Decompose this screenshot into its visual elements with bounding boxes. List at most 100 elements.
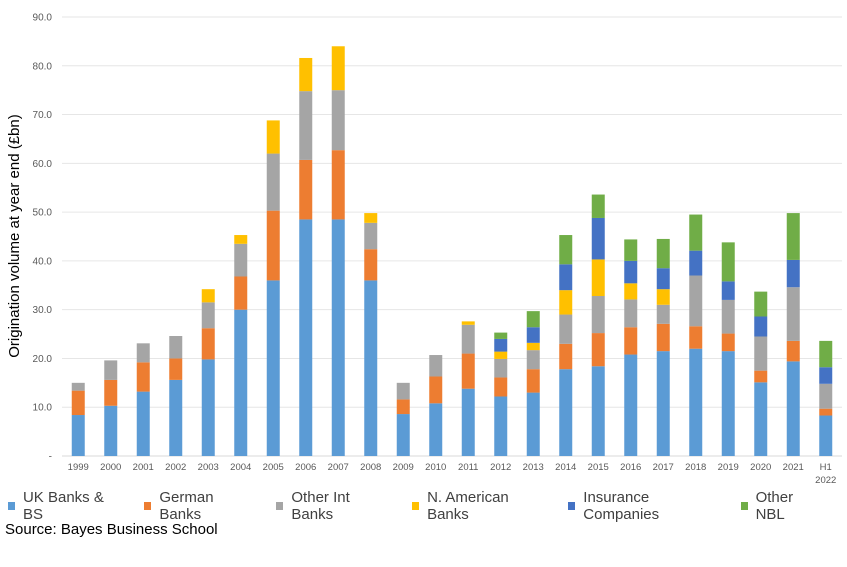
bar-stack [104, 360, 118, 456]
bar-segment-german-banks [136, 362, 150, 392]
bar-segment-uk-banks-bs [819, 415, 833, 456]
legend-swatch [412, 502, 420, 510]
bar-segment-german-banks [786, 340, 800, 362]
bar-segment-insurance-companies [819, 367, 833, 384]
bar-segment-other-int-banks [331, 90, 345, 151]
bar-segment-other-int-banks [526, 350, 540, 370]
bar-segment-other-int-banks [169, 336, 183, 359]
bar-segment-n-american-banks [201, 289, 215, 303]
bar-segment-german-banks [169, 358, 183, 380]
x-tick-label: 2015 [588, 462, 609, 473]
bar-segment-uk-banks-bs [591, 366, 605, 456]
bar-segment-other-nbl [754, 291, 768, 317]
bar-stack [71, 382, 85, 456]
bar-segment-other-nbl [559, 235, 573, 265]
bar-segment-uk-banks-bs [656, 351, 670, 456]
bar-segment-other-nbl [689, 214, 703, 251]
bar-segment-insurance-companies [656, 268, 670, 290]
bar-segment-other-int-banks [71, 382, 85, 391]
y-tick-label: 30.0 [33, 305, 53, 316]
bar-stack [136, 343, 150, 456]
bar-stack [364, 213, 378, 456]
bar-stack [721, 242, 735, 456]
legend-swatch [144, 502, 152, 510]
bar-segment-uk-banks-bs [559, 369, 573, 456]
bar-segment-n-american-banks [494, 351, 508, 359]
bar-segment-other-nbl [786, 213, 800, 260]
bar-segment-german-banks [656, 323, 670, 352]
bar-segment-german-banks [429, 376, 443, 404]
bar-stack [266, 120, 280, 456]
bar-stack [559, 235, 573, 456]
y-tick-label: 70.0 [33, 110, 53, 121]
bar-segment-german-banks [396, 399, 410, 415]
x-tick-label: 2008 [360, 462, 381, 473]
bar-segment-uk-banks-bs [169, 379, 183, 456]
stacked-bar-chart: - 10.0 20.0 30.0 40.0 50.0 60.0 70.0 80.0 90.0 19… [6, 13, 842, 486]
bar-segment-n-american-banks [559, 290, 573, 315]
x-tick-label: 2006 [295, 462, 316, 473]
legend-swatch [8, 502, 15, 510]
x-tick-label: 1999 [68, 462, 89, 473]
x-tick-label: 2014 [555, 462, 576, 473]
bar-segment-other-nbl [656, 238, 670, 269]
x-tick-label: 2009 [393, 462, 414, 473]
bar-segment-n-american-banks [234, 235, 248, 244]
legend-label: N. American Banks [427, 489, 509, 523]
x-tick-label: 2012 [490, 462, 511, 473]
bar-segment-other-int-banks [429, 355, 443, 377]
bar-segment-uk-banks-bs [429, 403, 443, 456]
bar-stack [461, 321, 475, 456]
bar-segment-german-banks [364, 249, 378, 281]
bar-segment-uk-banks-bs [136, 391, 150, 456]
bar-segment-uk-banks-bs [624, 354, 638, 456]
x-tick-label: 2013 [523, 462, 544, 473]
bar-segment-uk-banks-bs [494, 396, 508, 456]
x-tick-label: 2020 [750, 462, 771, 473]
x-tick-label: 2001 [133, 462, 154, 473]
bar-segment-insurance-companies [559, 264, 573, 291]
bar-stack [494, 332, 508, 456]
legend-label: Other Int Banks [291, 489, 350, 523]
y-tick-label: 90.0 [33, 13, 53, 24]
x-axis-ticks: 1999 2000 2001 2002 2003 2004 2005 2006 2007 2008… [68, 462, 837, 486]
bar-stack [591, 194, 605, 456]
bar-stack [624, 239, 638, 456]
bar-segment-n-american-banks [299, 57, 313, 92]
bar-segment-uk-banks-bs [396, 414, 410, 456]
bar-segment-other-int-banks [364, 222, 378, 250]
x-tick-label: 2019 [718, 462, 739, 473]
bar-segment-uk-banks-bs [364, 280, 378, 456]
bar-segment-uk-banks-bs [299, 219, 313, 456]
legend-item: N. American Banks [412, 489, 538, 523]
source-note: Source: Bayes Business School [5, 521, 218, 538]
bar-segment-german-banks [754, 370, 768, 383]
bar-segment-other-int-banks [299, 91, 313, 160]
bar-segment-other-int-banks [656, 304, 670, 324]
bar-segment-uk-banks-bs [331, 219, 345, 456]
x-tick-label: 2003 [198, 462, 219, 473]
y-tick-label: 10.0 [33, 403, 53, 414]
y-tick-label: 40.0 [33, 256, 53, 267]
bar-segment-german-banks [331, 150, 345, 220]
y-axis-ticks: - 10.0 20.0 30.0 40.0 50.0 60.0 70.0 80.0 90.0 [33, 13, 53, 463]
legend-swatch [568, 502, 576, 510]
bar-segment-other-nbl [721, 242, 735, 282]
bar-segment-uk-banks-bs [266, 280, 280, 456]
legend-item: Other Int Banks [276, 489, 382, 523]
bars [71, 46, 833, 456]
x-tick-label: 2021 [783, 462, 804, 473]
x-tick-label: 2005 [263, 462, 284, 473]
bar-segment-uk-banks-bs [461, 388, 475, 456]
bar-segment-other-nbl [591, 194, 605, 218]
bar-segment-german-banks [689, 326, 703, 349]
bar-segment-other-int-banks [624, 299, 638, 328]
bar-stack [299, 57, 313, 456]
bar-segment-insurance-companies [754, 316, 768, 337]
y-tick-label: 60.0 [33, 159, 53, 170]
legend-label: Other NBL [755, 489, 794, 523]
bar-segment-insurance-companies [689, 250, 703, 276]
legend-label: German Banks [159, 489, 214, 523]
bar-segment-other-int-banks [559, 314, 573, 344]
x-tick-label: 2016 [620, 462, 641, 473]
